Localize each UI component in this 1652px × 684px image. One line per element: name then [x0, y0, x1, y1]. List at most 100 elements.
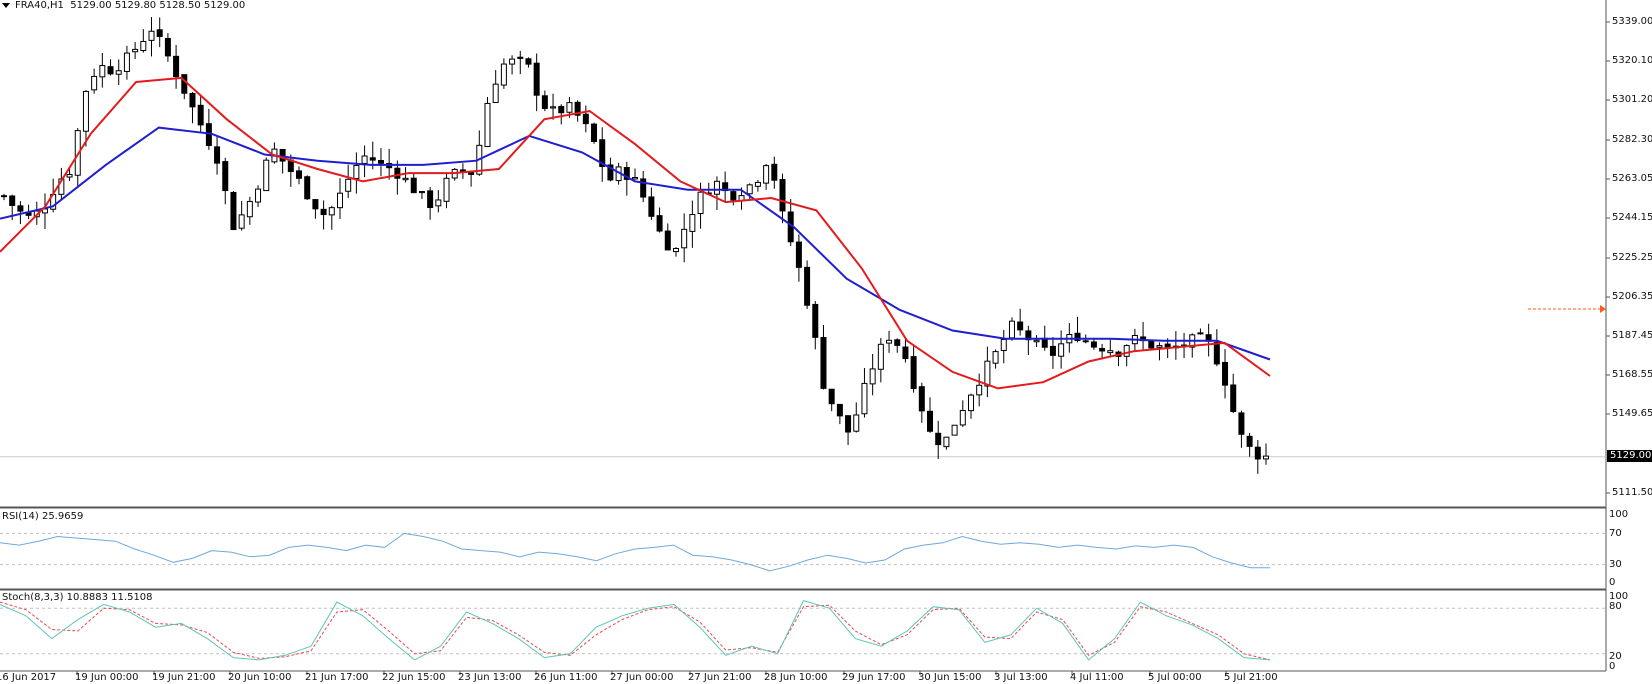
candle — [1246, 432, 1253, 457]
price-panel[interactable] — [0, 17, 1606, 474]
candle — [713, 176, 720, 210]
candle — [197, 95, 204, 133]
stoch-level: 20 — [1609, 651, 1622, 662]
time-label: 27 Jun 21:00 — [688, 672, 752, 683]
candle — [771, 156, 778, 189]
time-label: 20 Jun 10:00 — [228, 672, 292, 683]
candle — [255, 185, 262, 207]
candle — [1263, 443, 1269, 465]
candle — [820, 325, 827, 390]
dropdown-triangle-icon[interactable] — [2, 2, 10, 8]
candle — [869, 353, 876, 396]
candle — [484, 96, 491, 148]
candle — [304, 175, 311, 200]
candle — [1230, 373, 1237, 414]
candle — [41, 193, 48, 229]
candle — [451, 168, 458, 181]
candle — [754, 179, 761, 192]
candle — [1049, 337, 1056, 369]
rsi-level: 70 — [1609, 528, 1622, 539]
candle — [1090, 337, 1097, 350]
candle — [222, 157, 229, 205]
candle — [902, 338, 909, 363]
candle — [984, 346, 991, 398]
stoch-level: 0 — [1609, 661, 1616, 672]
stoch-main-line — [0, 600, 1271, 661]
rsi-level: 100 — [1609, 509, 1629, 520]
candle — [492, 70, 499, 103]
candle — [828, 388, 835, 412]
candle — [918, 382, 925, 423]
rsi-label: RSI(14) 25.9659 — [2, 511, 84, 522]
candle — [967, 393, 974, 419]
candle — [115, 59, 122, 85]
candle — [1099, 343, 1106, 360]
candle — [845, 415, 852, 446]
candle — [607, 157, 614, 182]
time-label: 19 Jun 21:00 — [152, 672, 216, 683]
candle — [394, 160, 401, 195]
candle — [476, 130, 483, 176]
candle — [361, 145, 368, 178]
candle — [271, 142, 278, 164]
candle — [1197, 328, 1204, 335]
ohlc-values: 5129.00 5129.80 5128.50 5129.00 — [70, 0, 246, 11]
stochastic-panel[interactable] — [0, 600, 1606, 661]
stoch-level: 100 — [1609, 591, 1629, 602]
candle — [672, 247, 679, 257]
candle — [328, 205, 335, 230]
candle — [132, 41, 139, 59]
candle — [123, 45, 130, 80]
candle — [1033, 335, 1040, 347]
candle — [763, 163, 770, 190]
candle — [296, 166, 303, 185]
candle — [517, 50, 524, 75]
candle — [164, 33, 171, 62]
candle — [992, 349, 999, 369]
candle — [525, 57, 532, 68]
candle — [541, 90, 548, 112]
candle — [533, 53, 540, 112]
rsi-line — [0, 532, 1270, 572]
rsi-panel[interactable] — [0, 532, 1606, 572]
candle — [435, 190, 442, 213]
time-label: 5 Jul 21:00 — [1224, 672, 1278, 683]
candle — [443, 172, 450, 209]
candle — [353, 152, 360, 194]
candle — [402, 167, 409, 183]
price-tick: 5206.35 — [1612, 291, 1652, 302]
candle — [1008, 317, 1015, 341]
candle — [935, 420, 942, 459]
time-label: 30 Jun 15:00 — [918, 672, 982, 683]
time-label: 5 Jul 00:00 — [1148, 672, 1202, 683]
candle — [148, 17, 155, 57]
price-tick: 5282.30 — [1612, 134, 1652, 145]
candle — [1222, 349, 1229, 399]
candle — [1017, 308, 1024, 336]
candle — [648, 187, 655, 220]
candle — [205, 108, 212, 150]
price-tick: 5187.45 — [1612, 330, 1652, 341]
time-label: 4 Jul 11:00 — [1070, 672, 1124, 683]
candle — [246, 196, 253, 225]
candle — [591, 122, 598, 144]
time-label: 19 Jun 00:00 — [75, 672, 139, 683]
candle — [959, 400, 966, 427]
candle — [99, 52, 106, 88]
price-tick: 5149.65 — [1612, 408, 1652, 419]
time-label: 23 Jun 13:00 — [458, 672, 522, 683]
chart-title[interactable]: FRA40,H1 5129.00 5129.80 5128.50 5129.00 — [2, 0, 245, 12]
candle — [853, 402, 860, 433]
candle — [730, 189, 737, 206]
candle — [509, 55, 516, 75]
candle — [17, 201, 24, 225]
candle — [1107, 339, 1114, 356]
candle — [140, 29, 147, 53]
ma-fast-line — [0, 76, 1271, 390]
candle — [156, 17, 163, 48]
rsi-level: 30 — [1609, 559, 1622, 570]
time-label: 3 Jul 13:00 — [994, 672, 1048, 683]
price-tick: 5111.50 — [1612, 487, 1652, 498]
candle — [836, 403, 843, 425]
